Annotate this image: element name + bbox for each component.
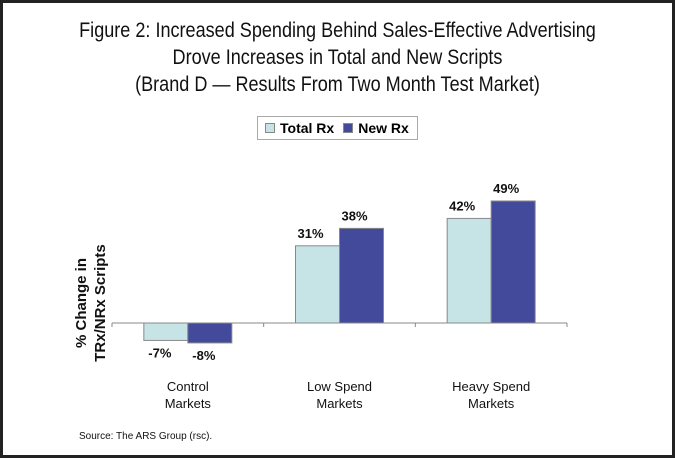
category-label: Low Spend	[307, 379, 372, 394]
category-label: Markets	[468, 396, 515, 411]
bar-total-rx-0	[143, 322, 189, 341]
data-label: 49%	[493, 181, 519, 196]
source-note: Source: The ARS Group (rsc).	[79, 431, 213, 442]
chart-title-line-3: (Brand D — Results From Two Month Test M…	[135, 73, 540, 96]
legend-label-total-rx: Total Rx	[280, 120, 335, 136]
data-label: 42%	[449, 198, 475, 213]
legend: Total Rx New Rx	[257, 116, 418, 140]
legend-label-new-rx: New Rx	[358, 120, 409, 136]
y-axis-label: TRx/NRx Scripts	[92, 244, 109, 362]
bar-total-rx-2	[446, 217, 492, 324]
bar-new-rx-2	[490, 200, 536, 324]
category-label: Markets	[316, 396, 363, 411]
category-label: Control	[167, 379, 209, 394]
data-label: 38%	[341, 208, 367, 223]
bar-new-rx-1	[339, 227, 384, 324]
chart-title-line-1: Figure 2: Increased Spending Behind Sale…	[79, 19, 596, 42]
legend-swatch-total-rx	[265, 123, 275, 133]
data-label: -7%	[148, 345, 172, 360]
category-label: Markets	[165, 396, 212, 411]
y-axis-label: % Change in	[73, 258, 90, 348]
chart-title-line-2: Drove Increases in Total and New Scripts	[172, 46, 503, 69]
bar-chart: -7% 31% 42% -8% 38% 49% Control Markets Low Spen…	[73, 181, 568, 411]
bar-total-rx-1	[295, 245, 340, 324]
data-label: -8%	[192, 348, 216, 363]
legend-swatch-new-rx	[343, 123, 354, 133]
data-label: 31%	[297, 226, 323, 241]
bar-new-rx-0	[187, 322, 233, 344]
category-label: Heavy Spend	[452, 379, 530, 394]
